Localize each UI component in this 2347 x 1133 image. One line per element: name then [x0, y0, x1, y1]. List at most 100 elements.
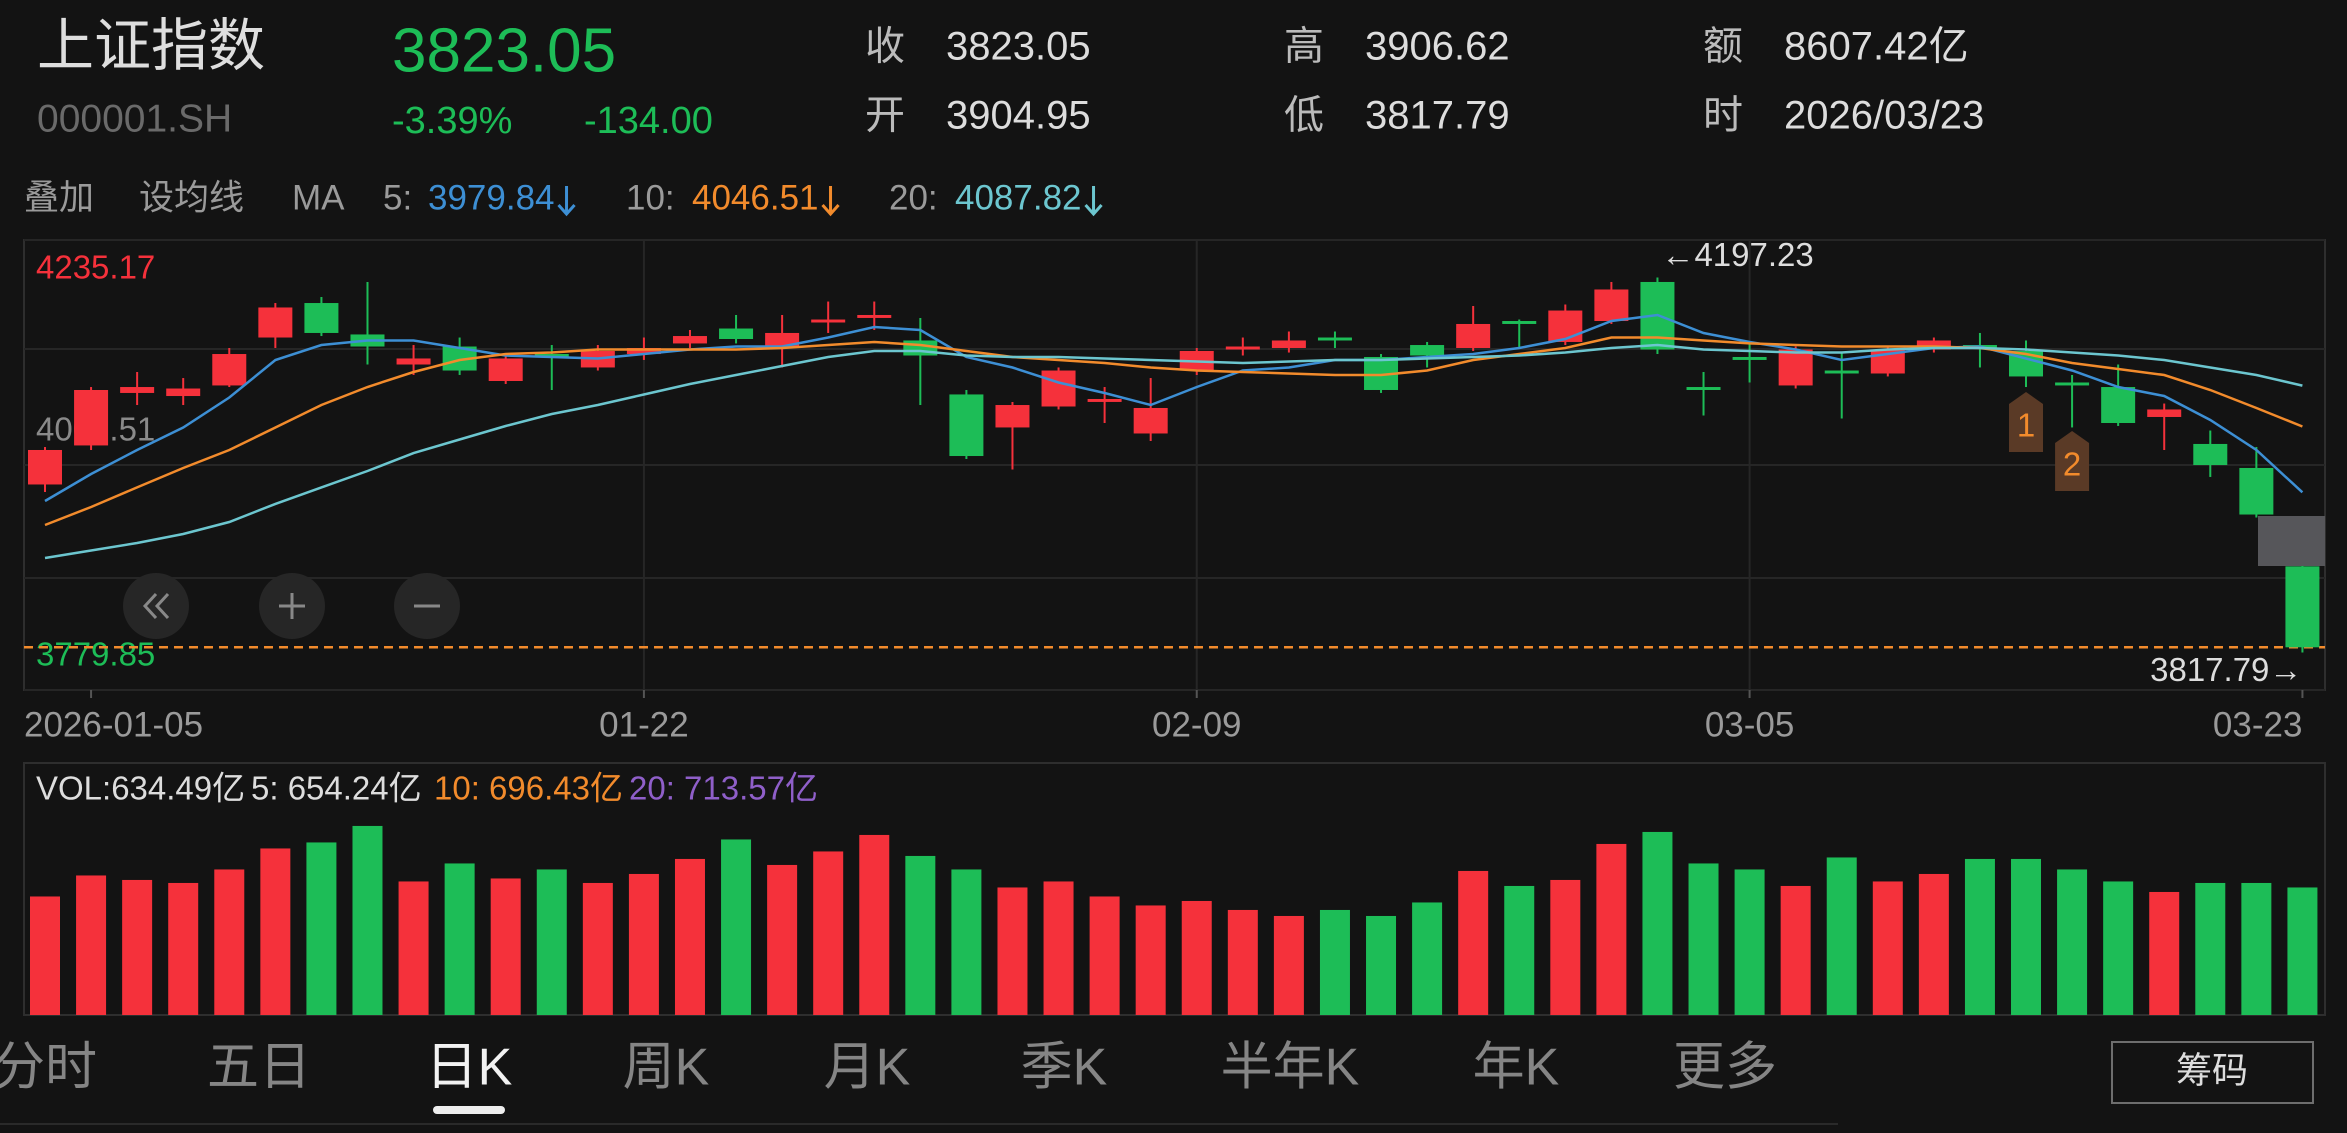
chip-button[interactable]: 筹码 [2176, 1050, 2248, 1091]
candle-body [1686, 387, 1721, 390]
period-tab[interactable]: 周K [623, 1039, 710, 1097]
last-price: 3823.05 [392, 16, 616, 85]
event-marker-label: 2 [2063, 446, 2081, 483]
volume-bar [214, 869, 245, 1015]
chip-button-frame[interactable] [2111, 1041, 2314, 1104]
ma-legend-value: 4087.82 [955, 178, 1082, 217]
candle-body [212, 354, 247, 386]
ma-line [44, 336, 2303, 527]
volume-bar [721, 839, 752, 1015]
trend-arrow [821, 186, 840, 217]
ma-label: MA [292, 178, 345, 217]
ma-legend-value: 3979.84 [428, 178, 555, 217]
volume-legend: 20: 713.57亿 [629, 770, 818, 807]
x-tick-label: 2026-01-05 [24, 705, 203, 744]
volume-bar [490, 878, 521, 1015]
volume-bar [951, 869, 982, 1015]
volume-bar [122, 879, 153, 1015]
icon [279, 593, 305, 619]
gap-marker [2258, 516, 2325, 566]
volume-bar [1642, 831, 1673, 1015]
period-tab[interactable]: 年K [1473, 1039, 1560, 1097]
period-tab[interactable]: 季K [1021, 1039, 1108, 1097]
ma-legend-name: 20: [889, 178, 938, 217]
candle-body [995, 405, 1030, 428]
candle-body [120, 387, 155, 393]
candle-body [1732, 356, 1767, 360]
volume-panel [23, 762, 2326, 1016]
ma-legend: 5: 3979.84 10: 4046.51 20: 4087.82 [383, 178, 1103, 217]
candle-body [949, 394, 984, 457]
candle-body [1502, 321, 1537, 324]
volume-bar [1826, 857, 1857, 1015]
overlay-button[interactable]: 叠加 [24, 178, 94, 217]
ma-legend-name: 5: [383, 178, 412, 217]
change-pct: -3.39% [392, 100, 512, 142]
candle-body [488, 358, 523, 382]
period-tabs: 分时 五日 日K 周K 月K 季K 半年K 年K 更多 [0, 1039, 1777, 1114]
stat-value: 2026/03/23 [1784, 94, 1984, 138]
period-tab[interactable]: 五日 [207, 1039, 311, 1097]
candle-body [1456, 323, 1491, 348]
stat-label: 时 [1703, 94, 1743, 138]
event-marker[interactable] [2009, 392, 2044, 452]
volume-bar [1181, 900, 1212, 1015]
low-annotation: 3817.79→ [2150, 651, 2302, 688]
candle-body [1410, 345, 1445, 356]
volume-chart: VOL:634.49亿 5: 654.24亿 10: 696.43亿 20: 713.… [30, 770, 2318, 1015]
period-tab[interactable]: 分时 [0, 1039, 97, 1097]
candle-body [1133, 407, 1168, 434]
candle-body [2055, 382, 2090, 386]
period-tab[interactable]: 日K [426, 1039, 513, 1097]
volume-bar [352, 825, 383, 1015]
period-tab[interactable]: 月K [824, 1039, 911, 1097]
candle-body [1778, 349, 1813, 386]
volume-bar [2011, 858, 2042, 1015]
stat-label: 收 [865, 25, 905, 69]
volume-bar [2195, 882, 2226, 1015]
candle-body [1548, 310, 1583, 342]
candle-body [74, 389, 109, 446]
volume-bar [997, 887, 1028, 1015]
period-tab[interactable]: 半年K [1221, 1039, 1360, 1097]
ma-line [44, 343, 2303, 560]
event-marker-label: 1 [2017, 407, 2035, 444]
set-ma-button[interactable]: 设均线 [139, 178, 244, 217]
trend-arrow [1084, 186, 1103, 217]
volume-bar [168, 882, 199, 1015]
active-tab-indicator [433, 1106, 505, 1114]
candle-body [1225, 346, 1260, 350]
stat-value: 3906.62 [1365, 25, 1510, 69]
volume-bar [2241, 882, 2272, 1015]
candle-body [857, 314, 892, 318]
candle-body [2193, 443, 2228, 466]
period-tab[interactable]: 更多 [1673, 1039, 1777, 1097]
event-marker[interactable] [2055, 431, 2090, 491]
volume-bar [2287, 887, 2318, 1015]
ma-legend-name: 10: [626, 178, 675, 217]
candle-body [166, 388, 201, 397]
volume-bar [1596, 843, 1627, 1015]
x-tick-label: 02-09 [1152, 705, 1242, 744]
volume-bar [582, 882, 613, 1015]
candle-body [258, 307, 293, 338]
stat-label: 开 [865, 94, 905, 138]
candle-body [1594, 289, 1629, 322]
candle-body [2101, 387, 2136, 424]
volume-bar [1918, 873, 1949, 1015]
volume-bar [1135, 905, 1166, 1015]
volume-bar [1734, 869, 1765, 1015]
volume-bar [444, 863, 475, 1015]
volume-bar [536, 869, 567, 1015]
volume-bar [1504, 885, 1535, 1015]
volume-bar [1688, 863, 1719, 1015]
volume-bar [306, 842, 337, 1015]
volume-bar [1319, 909, 1350, 1015]
volume-bar [859, 834, 890, 1015]
candle-body [626, 347, 661, 355]
volume-bar [2149, 891, 2180, 1015]
stat-value: 3904.95 [946, 94, 1091, 138]
stat-value: 3817.79 [1365, 94, 1510, 138]
